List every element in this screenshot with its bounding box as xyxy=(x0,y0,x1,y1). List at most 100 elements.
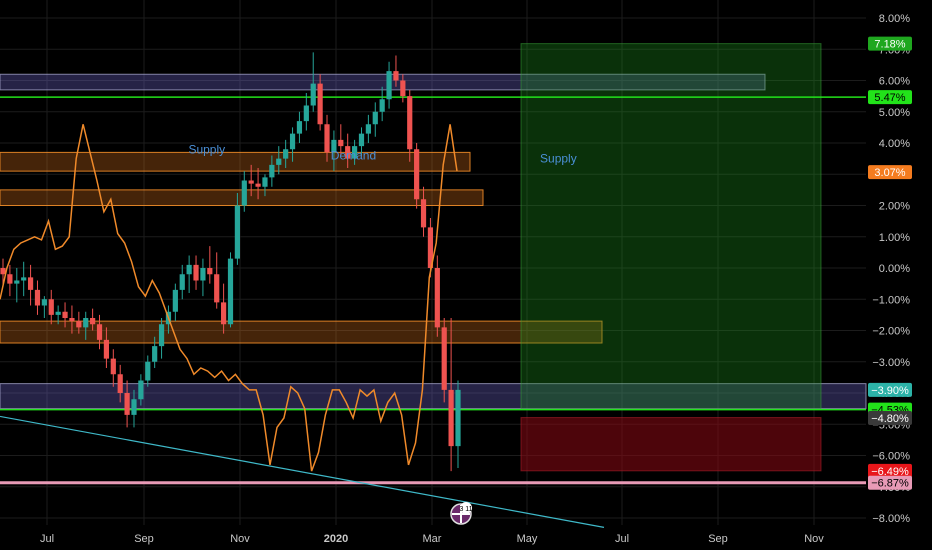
event-badge[interactable]: 3 11 xyxy=(450,502,473,525)
candle-body-6 xyxy=(41,299,47,306)
candle-body-40 xyxy=(276,158,282,165)
price-tag-label: −6.49% xyxy=(871,466,909,478)
candle-body-9 xyxy=(62,311,68,318)
price-tag-label: 3.07% xyxy=(874,167,905,179)
price-tag-label: −3.90% xyxy=(871,385,909,397)
y-tick-label: −1.00% xyxy=(872,294,910,306)
candle-body-25 xyxy=(172,289,178,312)
candle-body-21 xyxy=(145,361,151,381)
candle-body-34 xyxy=(234,205,240,259)
candle-body-3 xyxy=(21,277,27,281)
zone-label-0: Supply xyxy=(188,142,225,156)
candle-body-17 xyxy=(117,374,123,393)
candle-body-48 xyxy=(331,139,337,153)
candle-body-31 xyxy=(214,274,220,303)
candle-body-27 xyxy=(186,264,192,275)
badge-count: 3 11 xyxy=(459,506,472,513)
zone-label-2: Supply xyxy=(540,152,577,166)
zone-box-1 xyxy=(0,151,471,172)
position-stop-zone[interactable] xyxy=(520,417,822,472)
candle-body-30 xyxy=(207,268,213,275)
price-tags: 7.18%5.47%3.07%−3.90%−4.53%−4.80%−6.49%−… xyxy=(868,36,912,490)
candle-body-19 xyxy=(131,399,137,415)
x-axis[interactable]: Jul Sep Nov 2020 Mar May Jul Sep Nov xyxy=(40,533,824,545)
y-tick-label: 6.00% xyxy=(879,76,910,88)
candle-body-66 xyxy=(455,389,461,447)
orange-series xyxy=(0,124,458,472)
price-tag: 3.07% xyxy=(868,165,912,180)
candle-body-57 xyxy=(393,71,399,81)
price-tag-bg xyxy=(868,382,912,397)
position-tool[interactable] xyxy=(520,43,822,472)
candle-body-32 xyxy=(221,302,227,325)
zone-box-4 xyxy=(0,383,867,410)
y-tick-label: −6.00% xyxy=(872,451,910,463)
candle-body-58 xyxy=(400,80,406,97)
x-tick-label: May xyxy=(517,533,538,545)
candle-body-41 xyxy=(283,149,289,159)
y-tick-label: 0.00% xyxy=(879,263,910,275)
price-tag-bg xyxy=(868,165,912,180)
candle-body-52 xyxy=(358,133,365,147)
y-tick-label: 5.00% xyxy=(879,107,910,119)
candle-body-42 xyxy=(289,133,296,150)
candle-body-12 xyxy=(83,318,89,328)
candle-body-37 xyxy=(255,183,261,187)
y-tick-label: 1.00% xyxy=(879,232,910,244)
price-tag-label: −4.80% xyxy=(871,413,909,425)
candle-body-28 xyxy=(193,264,199,281)
x-tick-label: Mar xyxy=(423,533,442,545)
candle-body-64 xyxy=(441,327,447,390)
price-tag: −6.49% xyxy=(868,463,912,478)
x-tick-label: Jul xyxy=(615,533,629,545)
candle-body-45 xyxy=(310,83,316,106)
candle-body-23 xyxy=(158,324,165,347)
trendline[interactable] xyxy=(0,415,605,528)
candle-body-11 xyxy=(76,321,82,328)
candle-body-26 xyxy=(179,274,185,290)
y-tick-label: 8.00% xyxy=(879,13,910,25)
candle-body-43 xyxy=(296,121,303,134)
badge-count-bg xyxy=(460,502,472,514)
candle-body-4 xyxy=(27,277,34,290)
x-tick-label: Nov xyxy=(230,533,250,545)
candle-body-56 xyxy=(386,71,392,100)
candle-body-60 xyxy=(414,149,420,200)
candle-body-46 xyxy=(317,83,323,125)
candle-body-36 xyxy=(248,180,254,184)
candle-body-47 xyxy=(324,124,330,153)
x-tick-label: Sep xyxy=(708,533,728,545)
price-tag-bg xyxy=(868,475,912,490)
candle-body-39 xyxy=(269,164,275,178)
candle-body-7 xyxy=(48,299,54,315)
price-tag: −6.87% xyxy=(868,475,912,490)
x-tick-label: 2020 xyxy=(324,533,348,545)
horizontal-lines[interactable] xyxy=(0,96,866,485)
candle-body-16 xyxy=(110,358,116,375)
price-tag: 5.47% xyxy=(868,90,912,105)
candle-body-5 xyxy=(34,289,41,306)
candle-body-14 xyxy=(96,324,103,340)
candle-body-13 xyxy=(90,318,96,325)
price-tag-bg xyxy=(868,90,912,105)
price-tag: 7.18% xyxy=(868,36,912,51)
zone-label-1: Demand xyxy=(331,149,376,163)
candle-body-2 xyxy=(14,280,20,284)
candle-body-15 xyxy=(103,339,110,359)
price-tag-bg xyxy=(868,463,912,478)
candle-body-44 xyxy=(303,105,309,122)
candle-body-22 xyxy=(152,346,158,362)
x-tick-label: Nov xyxy=(804,533,824,545)
trendline-teal[interactable] xyxy=(0,415,605,528)
candle-body-33 xyxy=(227,258,234,325)
candle-body-59 xyxy=(407,96,413,150)
candle-body-53 xyxy=(365,124,371,134)
candle-body-65 xyxy=(448,389,454,447)
position-target-zone[interactable] xyxy=(520,43,822,411)
candle-body-54 xyxy=(372,111,378,125)
candle-body-50 xyxy=(345,146,351,159)
candle-body-51 xyxy=(351,146,358,159)
candle-body-0 xyxy=(0,268,6,275)
price-tag: −3.90% xyxy=(868,382,912,397)
